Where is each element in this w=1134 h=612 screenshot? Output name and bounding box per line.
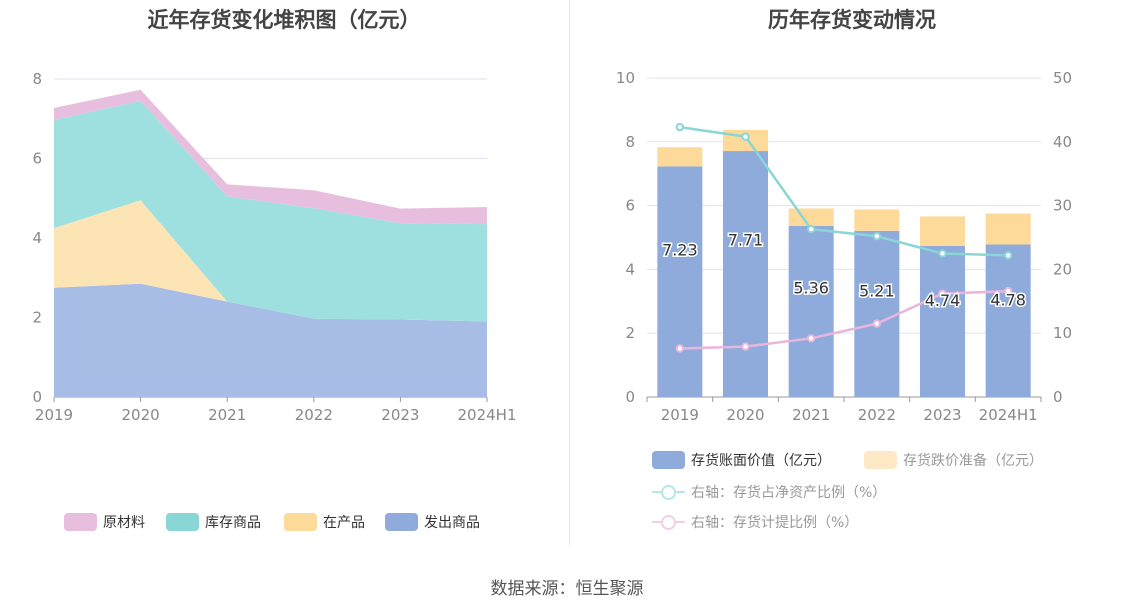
y-tick-label: 4: [32, 229, 42, 247]
legend-label: 存货跌价准备（亿元）: [903, 453, 1043, 469]
y-tick-label: 8: [32, 70, 42, 88]
x-tick-label: 2022: [858, 406, 896, 424]
legend-label: 存货账面价值（亿元）: [691, 453, 831, 469]
y-right-tick-label: 40: [1053, 133, 1072, 151]
legend-swatch-impairment: [864, 451, 897, 469]
line-net-asset-ratio: [679, 125, 1009, 257]
data-source-note: 数据来源：恒生聚源: [490, 579, 644, 599]
bar-book-value: [788, 226, 834, 397]
bar-value-label: 4.74: [925, 291, 961, 310]
legend-item-inventory-goods[interactable]: 库存商品: [166, 512, 261, 532]
line-point: [1003, 251, 1013, 260]
bar-book-value: [854, 230, 900, 397]
bar-value-label: 7.71: [728, 231, 764, 250]
legend-label: 原材料: [103, 515, 145, 531]
legend-swatch-inventory-goods: [166, 513, 199, 531]
y-tick-label: 2: [32, 309, 42, 327]
y-left-tick-label: 8: [625, 133, 635, 151]
legend-item-net-asset-ratio[interactable]: 右轴：存货占净资产比例（%）: [652, 482, 886, 502]
legend-swatch-raw-material: [64, 513, 97, 531]
bar-impairment: [854, 209, 900, 231]
bar-impairment: [788, 208, 834, 227]
y-tick-label: 0: [32, 388, 42, 406]
legend-label: 右轴：存货计提比例（%）: [691, 515, 859, 531]
bar-value-label: 7.23: [662, 240, 698, 259]
y-left-tick-label: 2: [625, 324, 635, 342]
chart-title: 近年存货变化堆积图（亿元）: [147, 8, 421, 32]
y-right-tick-label: 10: [1053, 324, 1072, 342]
area-series: [54, 89, 487, 225]
x-tick-label: 2024H1: [458, 406, 517, 424]
line-point: [872, 319, 882, 328]
bar-impairment: [657, 147, 703, 167]
x-tick-label: 2019: [35, 406, 73, 424]
inventory-stacked-area-panel: 近年存货变化堆积图（亿元） 0 2 4 6 8 2019 2020 2021 2022 2023 2…: [0, 0, 568, 545]
y-right-tick-label: 50: [1053, 69, 1072, 87]
x-tick-label: 2023: [923, 406, 961, 424]
area-series: [54, 283, 487, 397]
y-left-tick-label: 4: [625, 260, 635, 278]
line-point: [938, 249, 947, 258]
legend-swatch-book-value: [652, 451, 685, 469]
legend-label: 发出商品: [424, 515, 480, 531]
line-point: [806, 225, 816, 234]
stacked-area-chart: 0 2 4 6 8 2019 2020 2021 2022 2023 2024H1: [32, 70, 517, 424]
bar-value-label: 5.21: [859, 282, 895, 301]
bar-book-value: [985, 244, 1031, 397]
panel-divider: [569, 0, 570, 545]
legend-item-raw-material[interactable]: 原材料: [64, 512, 145, 532]
bar-impairment: [920, 216, 965, 246]
y-left-tick-label: 10: [616, 69, 635, 87]
legend-item-impairment[interactable]: 存货跌价准备（亿元）: [864, 450, 1043, 470]
bar-book-value: [920, 245, 965, 397]
legend-item-shipped-goods[interactable]: 发出商品: [385, 512, 480, 532]
y-left-tick-label: 0: [625, 388, 635, 406]
legend-line-net-asset-ratio: [652, 483, 685, 501]
legend-item-in-process[interactable]: 在产品: [284, 512, 365, 532]
y-right-tick-label: 0: [1053, 388, 1063, 406]
stacked-bar-line-chart: 0 0 2 10 4 20 6 30 8 40 10 50 7.23 7.71 5.36 5.21 4.74 4.…: [616, 69, 1072, 424]
line-point: [872, 232, 882, 241]
y-right-tick-label: 20: [1053, 260, 1072, 278]
legend-label: 库存商品: [205, 515, 261, 531]
legend-item-book-value[interactable]: 存货账面价值（亿元）: [652, 450, 831, 470]
y-tick-label: 6: [32, 150, 42, 168]
legend-label: 在产品: [323, 515, 365, 531]
area-series: [54, 200, 487, 322]
area-legend: 原材料 库存商品 在产品 发出商品: [0, 512, 568, 534]
line-point: [675, 122, 685, 132]
bar-book-value: [657, 166, 703, 397]
bar-value-label: 5.36: [793, 279, 829, 298]
x-tick-label: 2020: [726, 406, 764, 424]
line-point: [1003, 286, 1013, 296]
line-point: [938, 289, 947, 298]
area-series: [54, 100, 487, 322]
chart-title: 历年存货变动情况: [768, 8, 936, 32]
legend-swatch-in-process: [284, 513, 317, 531]
inventory-change-panel: 历年存货变动情况 0 0 2 10 4 20 6 30 8 40 10 50 7.23 7.71 5.36 5…: [570, 0, 1134, 545]
y-right-tick-label: 30: [1053, 197, 1072, 215]
line-provision-ratio: [679, 289, 1009, 350]
x-tick-label: 2022: [295, 406, 333, 424]
x-tick-label: 2021: [208, 406, 246, 424]
x-tick-label: 2019: [661, 406, 699, 424]
legend-item-provision-ratio[interactable]: 右轴：存货计提比例（%）: [652, 512, 858, 532]
x-tick-label: 2024H1: [979, 406, 1038, 424]
x-tick-label: 2021: [792, 406, 830, 424]
legend-line-provision-ratio: [652, 513, 685, 531]
line-point: [806, 334, 816, 343]
bar-book-value: [723, 151, 768, 397]
legend-swatch-shipped-goods: [385, 513, 418, 531]
x-tick-label: 2023: [381, 406, 419, 424]
line-point: [675, 344, 685, 353]
bar-legend: 存货账面价值（亿元） 存货跌价准备（亿元） 右轴：存货占净资产比例（%） 右轴：…: [570, 448, 1134, 538]
legend-label: 右轴：存货占净资产比例（%）: [691, 485, 887, 501]
line-point: [741, 342, 750, 351]
line-point: [741, 132, 750, 141]
x-tick-label: 2020: [122, 406, 160, 424]
bar-value-label: 4.78: [990, 290, 1026, 309]
bar-impairment: [985, 213, 1031, 245]
y-left-tick-label: 6: [625, 197, 635, 215]
